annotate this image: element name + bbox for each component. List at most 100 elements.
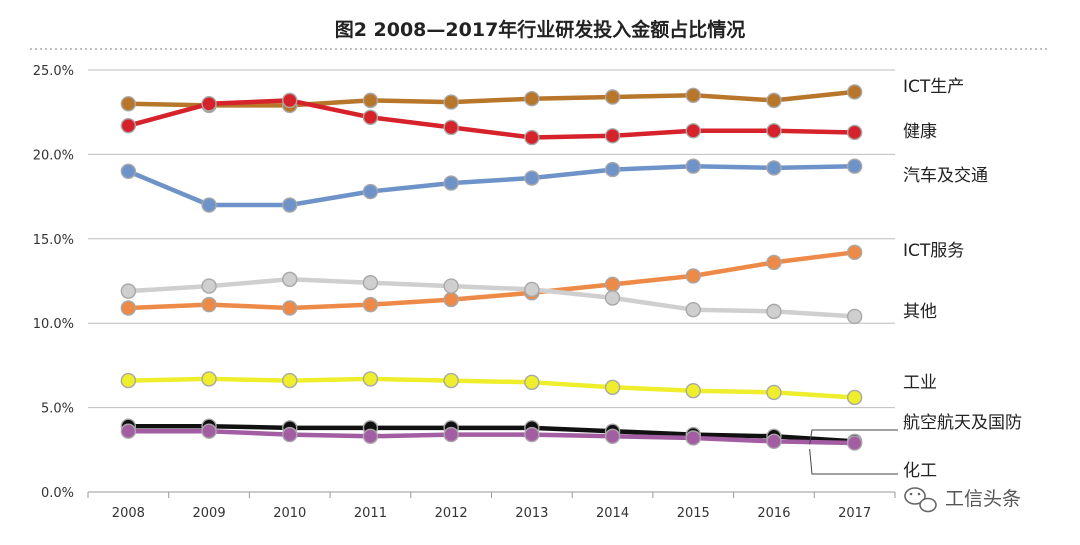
data-point xyxy=(201,423,217,439)
data-point xyxy=(362,92,379,109)
data-point xyxy=(282,271,298,288)
series-line xyxy=(126,277,857,319)
x-axis: 2008 2009 2010 2011 2012 2013 2014 2015 2016 2017 xyxy=(87,491,896,521)
data-point xyxy=(604,128,621,144)
data-point xyxy=(766,160,782,176)
data-point xyxy=(524,90,540,107)
x-tick-label: 2016 xyxy=(757,506,790,521)
x-tick-label: 2014 xyxy=(596,506,629,521)
data-point xyxy=(766,384,782,401)
series-line xyxy=(126,376,857,400)
x-tick-label: 2015 xyxy=(677,506,710,521)
data-point xyxy=(685,87,701,104)
data-point xyxy=(282,197,298,213)
y-tick-label: 20.0% xyxy=(33,148,74,163)
series-line xyxy=(126,163,857,208)
data-point xyxy=(846,389,863,406)
data-point xyxy=(443,278,459,294)
data-point xyxy=(120,423,137,439)
data-point xyxy=(524,426,540,443)
data-point xyxy=(282,372,298,389)
data-point xyxy=(120,372,137,389)
series-group xyxy=(120,84,863,451)
data-point xyxy=(846,435,863,451)
data-point xyxy=(604,161,621,178)
data-point xyxy=(362,109,379,125)
series-line xyxy=(126,423,857,444)
y-tick-label: 5.0% xyxy=(41,402,74,417)
data-point xyxy=(443,426,459,443)
x-tick-label: 2010 xyxy=(273,506,306,521)
y-tick-label: 15.0% xyxy=(33,233,74,248)
data-point xyxy=(282,426,298,443)
x-tick-label: 2017 xyxy=(838,506,871,521)
leader-line xyxy=(809,429,898,445)
data-point xyxy=(685,158,701,174)
data-point xyxy=(120,96,137,112)
data-point xyxy=(766,92,782,109)
data-point xyxy=(201,278,217,294)
data-point xyxy=(362,183,379,200)
data-point xyxy=(604,276,621,293)
y-tick-label: 0.0% xyxy=(41,486,74,501)
data-point xyxy=(685,123,701,139)
y-tick-label: 10.0% xyxy=(33,317,74,332)
data-point xyxy=(846,244,863,261)
series-label: 航空航天及国防 xyxy=(903,413,1022,433)
data-point xyxy=(443,291,459,308)
data-point xyxy=(524,374,540,390)
series-label: 化工 xyxy=(903,461,937,481)
watermark: 工信头条 xyxy=(904,487,1021,513)
data-point xyxy=(685,383,701,399)
data-point xyxy=(443,372,459,389)
data-point xyxy=(201,371,217,387)
data-point xyxy=(201,197,217,213)
data-point xyxy=(443,175,459,191)
series-label: 汽车及交通 xyxy=(903,166,988,186)
data-point xyxy=(443,94,459,110)
data-point xyxy=(846,308,863,325)
series-label: 工业 xyxy=(903,373,937,393)
data-point xyxy=(120,118,137,134)
y-tick-label: 25.0% xyxy=(33,64,74,79)
data-point xyxy=(766,433,782,450)
wechat-icon xyxy=(904,487,937,513)
series-line xyxy=(126,89,857,108)
data-point xyxy=(766,123,782,139)
leader-line xyxy=(809,449,898,475)
series-line xyxy=(126,428,857,446)
watermark-text: 工信头条 xyxy=(945,488,1021,510)
series-label: ICT生产 xyxy=(903,77,964,97)
data-point xyxy=(846,124,863,141)
data-point xyxy=(604,290,621,306)
data-point xyxy=(685,301,701,318)
chart-title: 图2 2008—2017年行业研发投入金额占比情况 xyxy=(335,18,746,41)
y-axis: 0.0% 5.0% 10.0% 15.0% 20.0% 25.0% xyxy=(33,64,74,501)
data-point xyxy=(282,300,298,316)
data-point xyxy=(685,430,701,446)
data-point xyxy=(201,296,217,313)
x-tick-label: 2012 xyxy=(435,506,468,521)
x-tick-label: 2008 xyxy=(112,506,145,521)
data-point xyxy=(846,158,863,174)
data-point xyxy=(362,428,379,444)
data-point xyxy=(524,129,540,146)
data-point xyxy=(685,268,701,284)
data-point xyxy=(362,274,379,291)
data-point xyxy=(443,119,459,136)
data-point xyxy=(362,371,379,387)
data-point xyxy=(604,379,621,396)
x-tick-label: 2011 xyxy=(354,506,387,521)
data-point xyxy=(120,300,137,316)
data-point xyxy=(846,84,863,100)
data-point xyxy=(362,296,379,313)
data-point xyxy=(766,303,782,320)
series-line xyxy=(126,250,857,311)
data-point xyxy=(524,170,540,186)
x-tick-label: 2009 xyxy=(193,506,226,521)
x-tick-label: 2013 xyxy=(515,506,548,521)
data-point xyxy=(282,92,298,109)
data-point xyxy=(604,428,621,444)
